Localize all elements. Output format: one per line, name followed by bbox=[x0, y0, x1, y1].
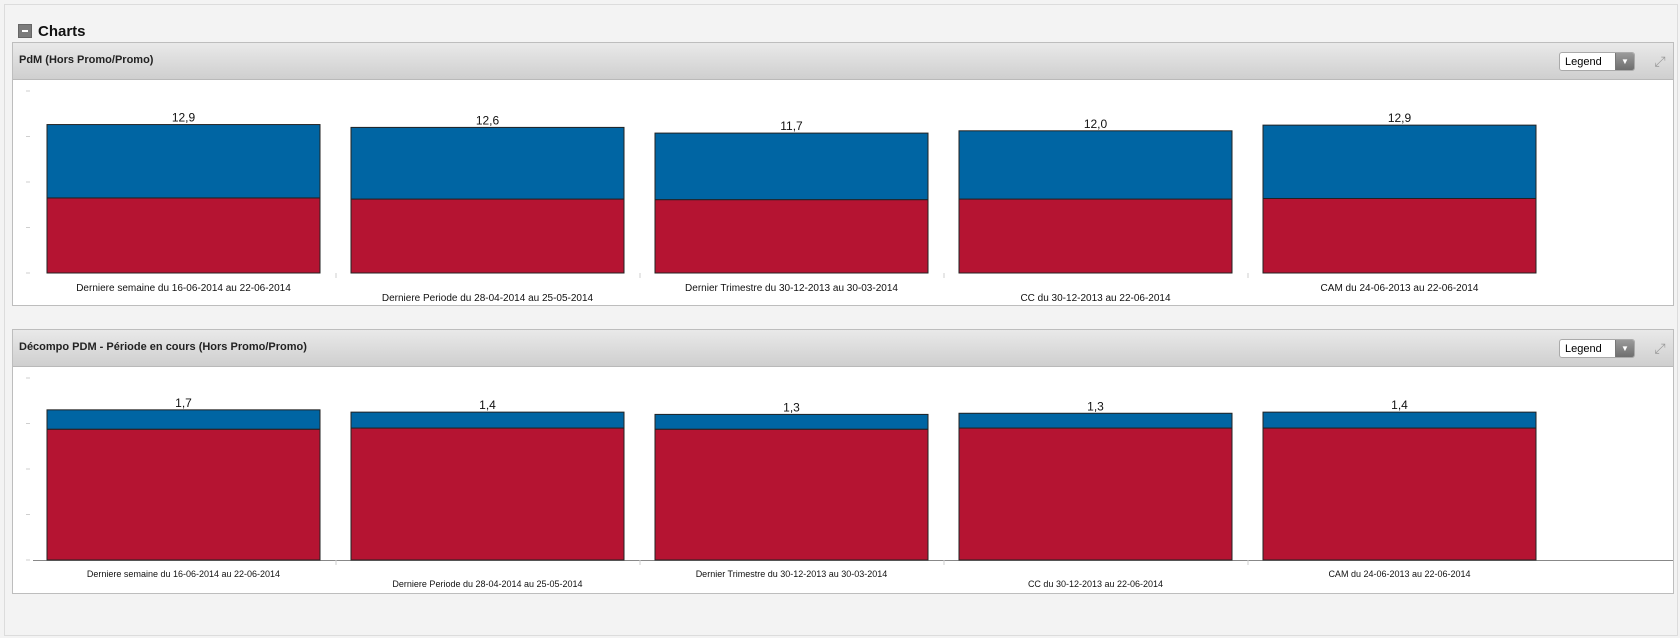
bar-segment-promo[interactable] bbox=[46, 197, 321, 274]
bar-value-label: 11,7 bbox=[780, 119, 803, 133]
category-label: Derniere Periode du 28-04-2014 au 25-05-… bbox=[382, 293, 594, 304]
chevron-down-icon[interactable]: ▼ bbox=[1615, 53, 1634, 70]
chart-panel-pdm: PdM (Hors Promo/Promo) Legend ▼ ⤢ 13,212… bbox=[12, 42, 1674, 306]
category-label: Derniere semaine du 16-06-2014 au 22-06-… bbox=[87, 569, 280, 579]
bar-segment-promo[interactable] bbox=[46, 428, 321, 561]
chart-panel-decompo: Décompo PDM - Période en cours (Hors Pro… bbox=[12, 329, 1674, 594]
legend-dropdown[interactable]: Legend ▼ bbox=[1559, 339, 1635, 358]
bar-segment-hors-promo[interactable] bbox=[350, 411, 625, 429]
bar-segment-hors-promo[interactable] bbox=[350, 126, 625, 200]
panel-header: PdM (Hors Promo/Promo) Legend ▼ ⤢ bbox=[13, 43, 1673, 80]
bar-segment-hors-promo[interactable] bbox=[654, 132, 929, 201]
panel-title: Décompo PDM - Période en cours (Hors Pro… bbox=[19, 341, 307, 353]
bar-segment-promo[interactable] bbox=[654, 199, 929, 274]
panel-header: Décompo PDM - Période en cours (Hors Pro… bbox=[13, 330, 1673, 367]
section-title: Charts bbox=[38, 22, 86, 40]
bar-value-label: 12,9 bbox=[1388, 111, 1412, 125]
category-label: Derniere semaine du 16-06-2014 au 22-06-… bbox=[76, 283, 291, 294]
bar-value-label: 1,3 bbox=[783, 400, 800, 414]
legend-dropdown-label: Legend bbox=[1565, 56, 1602, 68]
bar-segment-hors-promo[interactable] bbox=[1262, 124, 1537, 199]
bar-segment-hors-promo[interactable] bbox=[1262, 411, 1537, 429]
expand-icon[interactable]: ⤢ bbox=[1654, 340, 1666, 356]
bar-segment-hors-promo[interactable] bbox=[958, 412, 1233, 429]
bar-segment-promo[interactable] bbox=[1262, 197, 1537, 274]
expand-icon[interactable]: ⤢ bbox=[1654, 53, 1666, 69]
category-label: CC du 30-12-2013 au 22-06-2014 bbox=[1028, 579, 1163, 589]
bar-value-label: 1,3 bbox=[1087, 399, 1104, 413]
category-label: Dernier Trimestre du 30-12-2013 au 30-03… bbox=[696, 569, 888, 579]
bar-segment-promo[interactable] bbox=[654, 428, 929, 561]
chevron-down-icon[interactable]: ▼ bbox=[1615, 340, 1634, 357]
bar-segment-promo[interactable] bbox=[350, 427, 625, 561]
category-label: CC du 30-12-2013 au 22-06-2014 bbox=[1020, 293, 1171, 304]
category-label: CAM du 24-06-2013 au 22-06-2014 bbox=[1321, 283, 1479, 294]
bar-segment-promo[interactable] bbox=[350, 198, 625, 274]
legend-dropdown[interactable]: Legend ▼ bbox=[1559, 52, 1635, 71]
bar-segment-promo[interactable] bbox=[958, 198, 1233, 274]
bar-value-label: 12,6 bbox=[476, 113, 500, 127]
category-label: CAM du 24-06-2013 au 22-06-2014 bbox=[1328, 569, 1470, 579]
bar-segment-hors-promo[interactable] bbox=[46, 124, 321, 199]
bar-value-label: 1,7 bbox=[175, 396, 192, 410]
bar-segment-hors-promo[interactable] bbox=[654, 413, 929, 430]
category-label: Derniere Periode du 28-04-2014 au 25-05-… bbox=[392, 579, 582, 589]
panel-title: PdM (Hors Promo/Promo) bbox=[19, 54, 154, 66]
charts-section-header: Charts bbox=[18, 22, 86, 40]
bar-segment-promo[interactable] bbox=[1262, 427, 1537, 561]
bar-value-label: 12,9 bbox=[172, 111, 196, 125]
bar-value-label: 1,4 bbox=[1391, 398, 1408, 412]
bar-segment-hors-promo[interactable] bbox=[958, 130, 1233, 200]
category-label: Dernier Trimestre du 30-12-2013 au 30-03… bbox=[685, 283, 898, 294]
minus-square-icon[interactable] bbox=[18, 24, 32, 38]
legend-dropdown-label: Legend bbox=[1565, 343, 1602, 355]
bar-value-label: 12,0 bbox=[1084, 117, 1108, 131]
bar-segment-promo[interactable] bbox=[958, 427, 1233, 561]
bar-value-label: 1,4 bbox=[479, 398, 496, 412]
bar-segment-hors-promo[interactable] bbox=[46, 409, 321, 430]
